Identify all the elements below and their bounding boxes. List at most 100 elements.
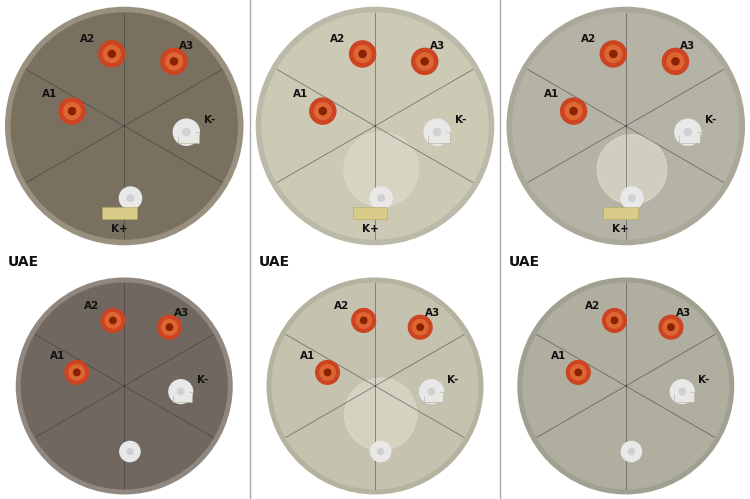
Circle shape — [110, 317, 116, 324]
Circle shape — [161, 48, 187, 74]
Text: A3: A3 — [430, 41, 445, 51]
Circle shape — [104, 45, 120, 62]
Circle shape — [11, 13, 237, 239]
Circle shape — [359, 50, 366, 57]
Circle shape — [166, 53, 182, 70]
Circle shape — [672, 58, 679, 65]
Circle shape — [575, 369, 581, 376]
Text: A1: A1 — [551, 351, 566, 361]
FancyBboxPatch shape — [680, 132, 700, 143]
Circle shape — [316, 361, 340, 384]
Circle shape — [571, 365, 586, 380]
Circle shape — [667, 53, 684, 70]
Circle shape — [162, 319, 177, 335]
Circle shape — [674, 384, 690, 399]
Text: A3: A3 — [680, 41, 696, 51]
Circle shape — [684, 129, 692, 136]
Circle shape — [518, 277, 734, 495]
Text: A2: A2 — [581, 34, 596, 44]
Circle shape — [74, 369, 80, 376]
Circle shape — [412, 48, 438, 74]
Circle shape — [680, 124, 696, 141]
FancyBboxPatch shape — [674, 392, 694, 402]
Circle shape — [324, 369, 331, 376]
Circle shape — [662, 48, 688, 74]
Circle shape — [354, 45, 371, 62]
Circle shape — [99, 41, 124, 67]
Text: A3: A3 — [424, 308, 440, 318]
Circle shape — [356, 313, 371, 328]
Circle shape — [178, 124, 195, 141]
Text: K-: K- — [447, 375, 459, 385]
Text: A2: A2 — [330, 34, 346, 44]
Circle shape — [570, 107, 577, 115]
Text: K-: K- — [196, 375, 208, 385]
Circle shape — [120, 442, 140, 462]
Circle shape — [166, 324, 172, 330]
Circle shape — [183, 129, 190, 136]
Circle shape — [344, 378, 417, 451]
Circle shape — [428, 388, 435, 395]
Circle shape — [344, 132, 418, 207]
Text: A1: A1 — [544, 89, 559, 99]
Circle shape — [668, 324, 674, 330]
Circle shape — [59, 98, 85, 124]
FancyBboxPatch shape — [352, 207, 388, 219]
Circle shape — [433, 129, 441, 136]
Circle shape — [101, 308, 124, 332]
Text: A2: A2 — [83, 301, 99, 311]
Circle shape — [659, 315, 682, 339]
Circle shape — [378, 195, 385, 201]
Circle shape — [417, 324, 424, 330]
Circle shape — [262, 13, 488, 239]
Circle shape — [602, 308, 626, 332]
FancyBboxPatch shape — [172, 392, 192, 402]
Text: A1: A1 — [42, 89, 58, 99]
FancyBboxPatch shape — [178, 132, 199, 143]
FancyBboxPatch shape — [102, 207, 136, 219]
Text: UAE: UAE — [8, 255, 39, 269]
Circle shape — [320, 107, 326, 115]
Circle shape — [272, 283, 478, 489]
Circle shape — [178, 388, 184, 395]
Circle shape — [170, 58, 178, 65]
Text: A3: A3 — [179, 41, 194, 51]
Circle shape — [22, 283, 227, 489]
Circle shape — [560, 98, 586, 124]
Circle shape — [628, 195, 635, 201]
Circle shape — [105, 313, 121, 328]
Circle shape — [413, 319, 428, 335]
Circle shape — [408, 315, 432, 339]
Circle shape — [266, 277, 484, 495]
Circle shape — [256, 6, 494, 246]
Circle shape — [628, 449, 634, 455]
Text: A1: A1 — [301, 351, 316, 361]
Circle shape — [424, 384, 439, 399]
Circle shape — [597, 135, 667, 204]
Circle shape — [604, 45, 622, 62]
Circle shape — [352, 308, 376, 332]
Text: K-: K- — [204, 115, 215, 125]
Circle shape — [69, 365, 85, 380]
Circle shape — [420, 380, 443, 404]
Text: A3: A3 — [174, 308, 189, 318]
Circle shape — [314, 103, 332, 120]
FancyBboxPatch shape — [424, 392, 442, 402]
Circle shape — [65, 361, 88, 384]
Text: UAE: UAE — [509, 255, 540, 269]
Circle shape — [523, 283, 728, 489]
Circle shape — [424, 119, 450, 145]
Circle shape — [108, 50, 116, 57]
Circle shape — [670, 380, 694, 404]
Text: A1: A1 — [50, 351, 65, 361]
Circle shape — [64, 103, 80, 120]
Circle shape — [675, 119, 701, 145]
FancyBboxPatch shape — [428, 132, 449, 143]
Circle shape — [679, 388, 686, 395]
Circle shape — [310, 98, 336, 124]
Circle shape — [663, 319, 679, 335]
Circle shape — [350, 41, 376, 67]
Circle shape — [173, 384, 188, 399]
Text: K-: K- — [454, 115, 466, 125]
Circle shape — [173, 119, 200, 145]
